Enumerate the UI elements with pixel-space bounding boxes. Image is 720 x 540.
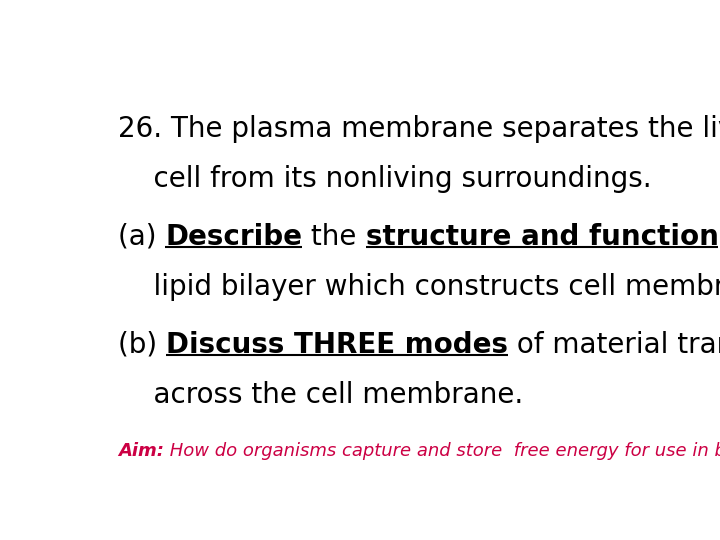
Text: (a): (a) — [118, 223, 166, 251]
Text: across the cell membrane.: across the cell membrane. — [118, 381, 523, 409]
Text: structure and function: structure and function — [366, 223, 719, 251]
Text: of material transport: of material transport — [508, 331, 720, 359]
Text: the: the — [302, 223, 366, 251]
Text: Discuss THREE modes: Discuss THREE modes — [166, 331, 508, 359]
Text: 26. The plasma membrane separates the living: 26. The plasma membrane separates the li… — [118, 114, 720, 143]
Text: of the: of the — [719, 223, 720, 251]
Text: How do organisms capture and store  free energy for use in biological processes?: How do organisms capture and store free … — [163, 442, 720, 460]
Text: lipid bilayer which constructs cell membranes.: lipid bilayer which constructs cell memb… — [118, 273, 720, 301]
Text: (b): (b) — [118, 331, 166, 359]
Text: cell from its nonliving surroundings.: cell from its nonliving surroundings. — [118, 165, 652, 193]
Text: Aim:: Aim: — [118, 442, 164, 460]
Text: Describe: Describe — [166, 223, 302, 251]
